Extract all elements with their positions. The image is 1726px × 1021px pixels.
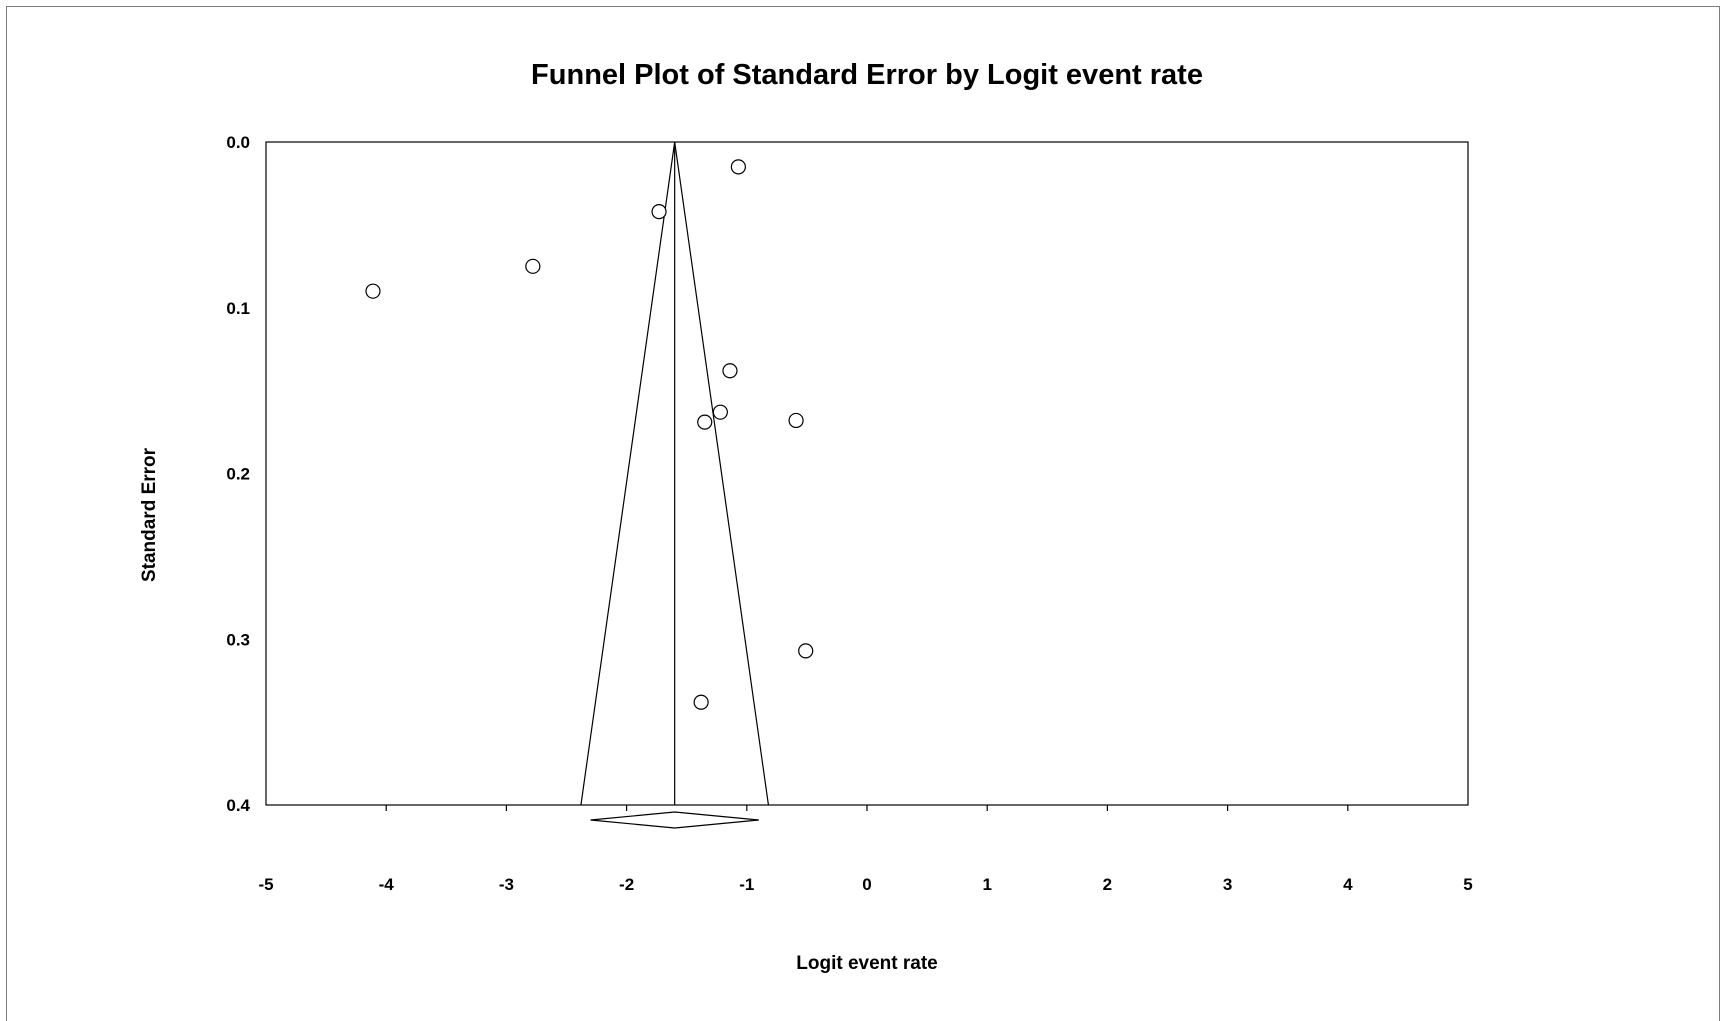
data-point [697, 414, 713, 430]
chart-frame [6, 6, 1720, 1021]
summary-diamond [590, 811, 759, 829]
data-point [788, 412, 804, 429]
data-point [651, 204, 667, 220]
chart-title: Funnel Plot of Standard Error by Logit e… [531, 59, 1203, 91]
x-axis-label: Logit event rate [796, 953, 937, 974]
x-tick-label: -3 [499, 875, 514, 894]
x-tick-label: 3 [1223, 875, 1232, 894]
x-tick-label: 0 [862, 875, 871, 894]
x-axis-ticks: -5 -4 -3 -2 -1 0 1 2 3 4 5 [258, 805, 1473, 894]
x-tick-label: 5 [1463, 875, 1472, 894]
y-tick-label: 0.2 [226, 465, 250, 484]
y-tick-label: 0.0 [226, 133, 250, 152]
x-tick-label: 4 [1343, 875, 1353, 894]
x-tick-label: -2 [619, 875, 634, 894]
y-tick-label: 0.1 [226, 299, 250, 318]
funnel-lines [580, 141, 770, 806]
y-axis-ticks: 0.0 0.1 0.2 0.3 0.4 [226, 133, 250, 815]
data-point [798, 643, 814, 659]
funnel-right-line [674, 141, 770, 806]
funnel-left-line [580, 141, 676, 806]
x-tick-label: -5 [258, 875, 273, 894]
data-point [722, 363, 738, 379]
y-axis-label: Standard Error [139, 447, 160, 582]
data-point [693, 694, 709, 710]
data-points [365, 159, 814, 710]
x-tick-label: 2 [1103, 875, 1112, 894]
x-tick-label: -4 [379, 875, 395, 894]
data-point [525, 258, 541, 274]
data-point [712, 404, 728, 420]
plot-area [265, 141, 1469, 806]
x-tick-label: 1 [982, 875, 991, 894]
y-tick-label: 0.3 [226, 630, 250, 649]
data-point [365, 283, 381, 299]
summary-diamond-group [590, 811, 759, 829]
y-tick-label: 0.4 [226, 796, 250, 815]
data-point [730, 159, 746, 175]
x-tick-label: -1 [739, 875, 754, 894]
